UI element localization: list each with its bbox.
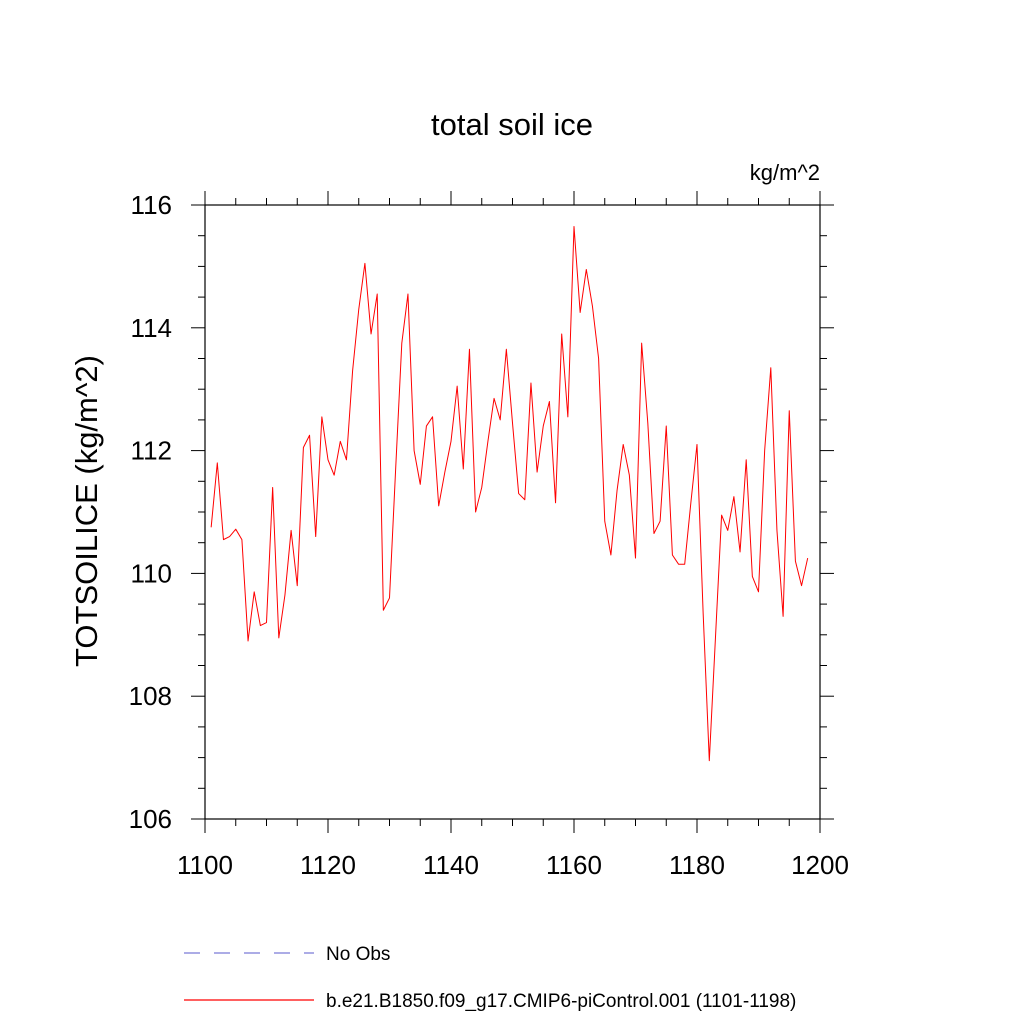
y-tick-label: 110 — [131, 558, 172, 588]
y-tick-label: 112 — [131, 436, 172, 466]
x-tick-label: 1160 — [546, 850, 602, 880]
data-series — [210, 225, 809, 762]
y-tick-label: 114 — [131, 313, 172, 343]
legend-label-model-run: b.e21.B1850.f09_g17.CMIP6-piControl.001 … — [326, 991, 796, 1012]
axis-ticks — [191, 191, 834, 833]
y-tick-label: 108 — [129, 681, 172, 711]
legend-label-no-obs: No Obs — [326, 944, 390, 965]
x-tick-label: 1180 — [669, 850, 725, 880]
legend: No Obs b.e21.B1850.f09_g17.CMIP6-piContr… — [184, 944, 796, 1012]
chart-title: total soil ice — [431, 107, 593, 142]
x-tick-label: 1120 — [300, 850, 356, 880]
y-axis-label: TOTSOILICE (kg/m^2) — [69, 355, 104, 667]
plot-frame — [204, 204, 821, 820]
x-tick-label: 1200 — [791, 850, 849, 880]
y-tick-label: 116 — [131, 190, 172, 220]
series-line — [210, 225, 809, 762]
y-tick-label: 106 — [129, 804, 172, 834]
x-tick-label: 1100 — [177, 850, 233, 880]
units-label: kg/m^2 — [750, 160, 820, 185]
x-tick-label: 1140 — [423, 850, 479, 880]
axis-tick-labels: 1100 1120 1140 1160 1180 1200 106 108 110 112 114 1… — [129, 190, 849, 880]
